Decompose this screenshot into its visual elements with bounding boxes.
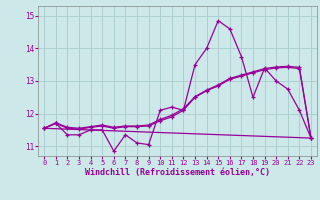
X-axis label: Windchill (Refroidissement éolien,°C): Windchill (Refroidissement éolien,°C) <box>85 168 270 177</box>
